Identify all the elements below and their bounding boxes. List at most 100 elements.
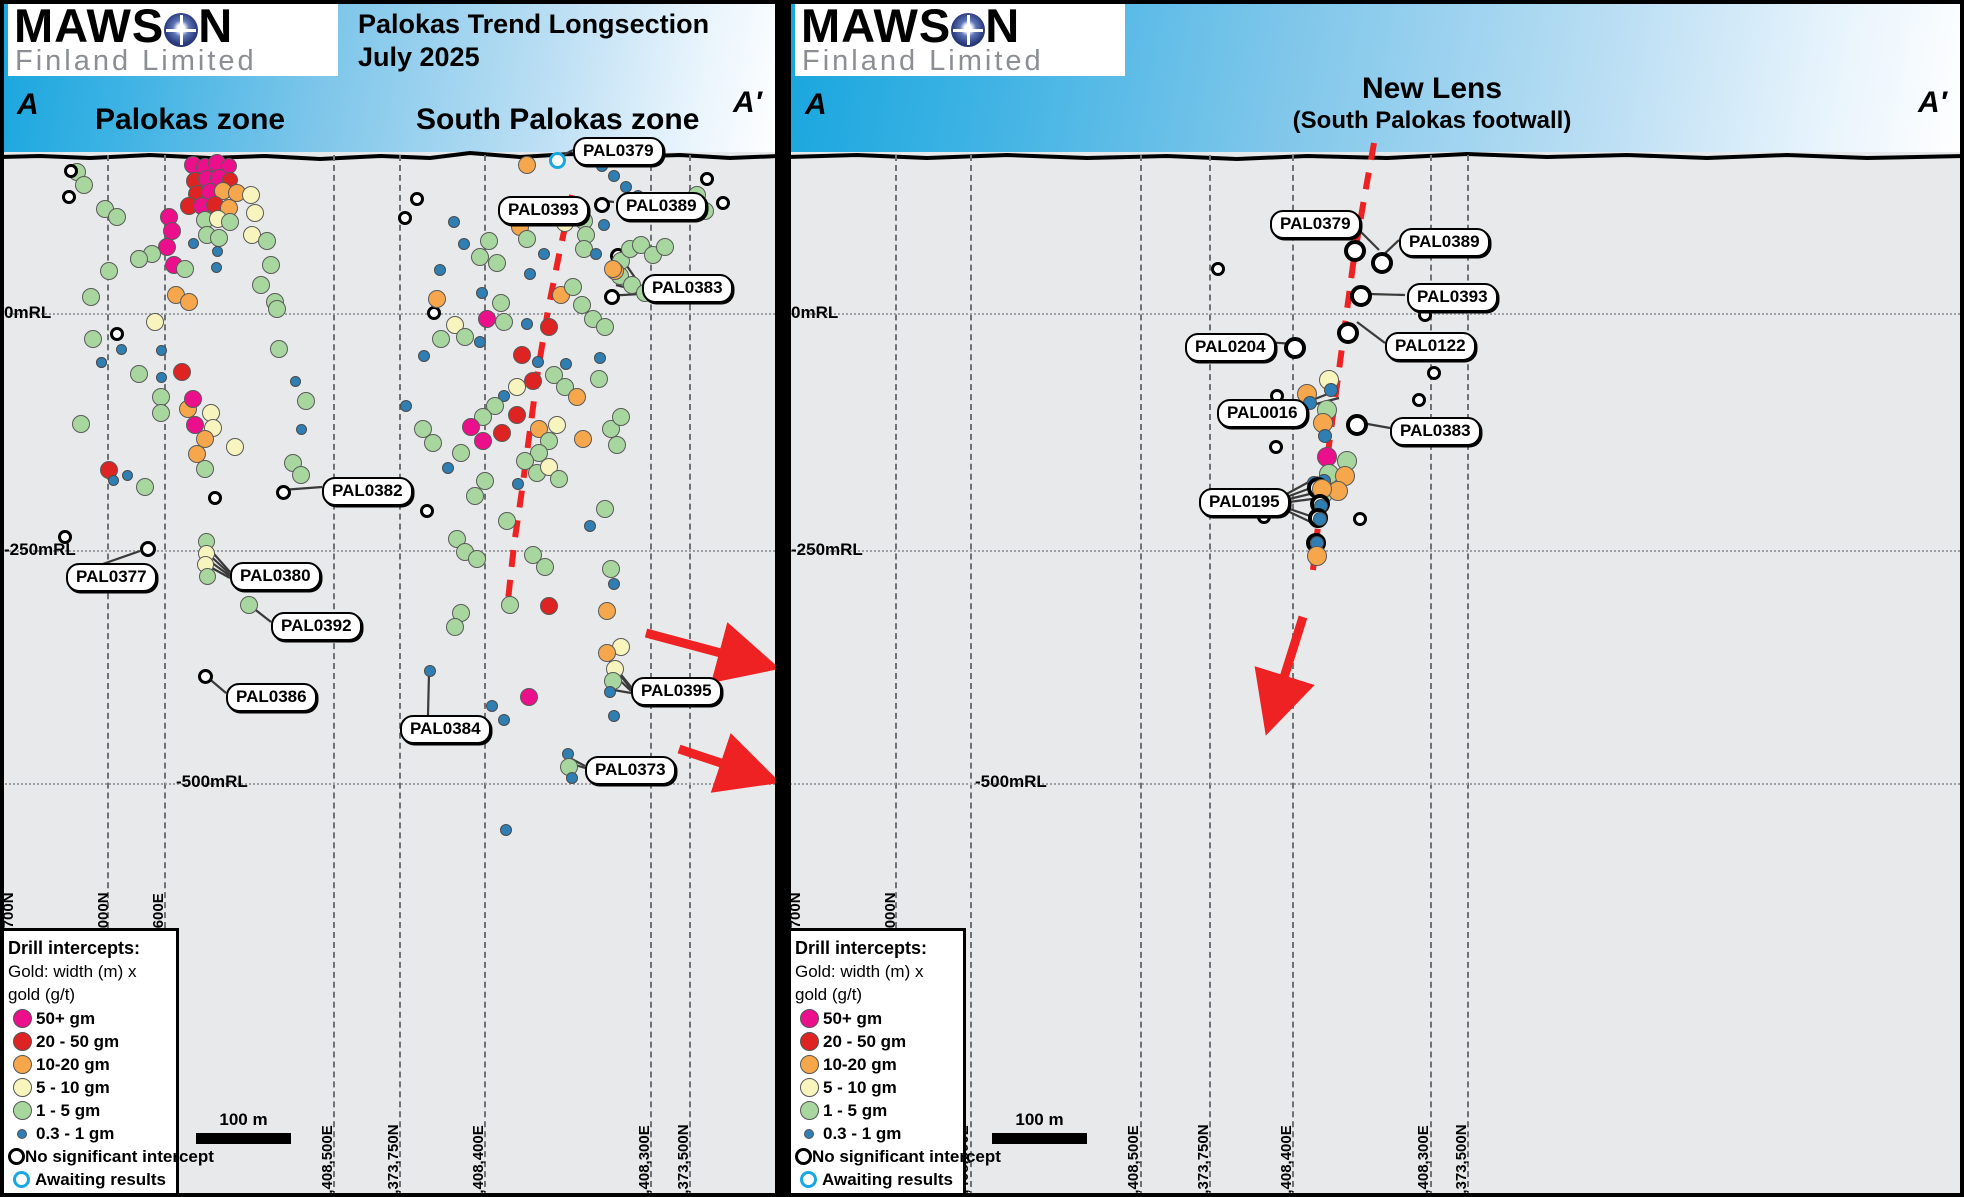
collar-label[interactable]: PAL0386 <box>226 683 317 712</box>
collar-label[interactable]: PAL0384 <box>400 715 491 744</box>
zone-label-palokas: Palokas zone <box>95 103 286 136</box>
legend-row: 10-20 gm <box>8 1054 166 1075</box>
collar-label[interactable]: PAL0389 <box>1399 228 1490 257</box>
collar-label[interactable]: PAL0379 <box>573 137 664 166</box>
gridline-v <box>484 155 486 1197</box>
collar-label[interactable]: PAL0373 <box>585 756 676 785</box>
section-end-label-right: A′ <box>1918 86 1947 119</box>
rl-label-250: -250mRL <box>4 540 76 559</box>
legend-swatch-blue <box>8 1128 36 1139</box>
right-panel-title-line1: New Lens <box>1361 72 1503 105</box>
legend-swatch-awaiting <box>795 1171 822 1188</box>
legend-row: No significant intercept <box>8 1146 214 1167</box>
page-title: Palokas Trend Longsection July 2025 <box>358 9 710 72</box>
gridline-v <box>399 155 401 1197</box>
gridline-h <box>0 313 779 315</box>
section-start-label-right: A <box>805 88 827 121</box>
legend-swatch-awaiting <box>8 1171 35 1188</box>
scale-bar-rule <box>196 1133 291 1144</box>
rl-label-500: -500mRL <box>176 772 248 791</box>
gridline-h <box>0 783 779 785</box>
collar-label[interactable]: PAL0395 <box>631 677 722 706</box>
legend-title: Drill intercepts: <box>795 938 928 958</box>
collar-label[interactable]: PAL0016 <box>1217 399 1308 428</box>
collar-label[interactable]: PAL0392 <box>271 612 362 641</box>
legend-subtitle: Gold: width (m) x gold (g/t) <box>795 962 924 1004</box>
legend-subtitle: Gold: width (m) x gold (g/t) <box>8 962 137 1004</box>
legend-swatch-cream <box>8 1078 36 1097</box>
panel-divider <box>779 0 787 1197</box>
legend-swatch-red <box>8 1032 36 1051</box>
legend-row: 1 - 5 gm <box>8 1100 166 1121</box>
right-panel-title: New Lens (South Palokas footwall) <box>1187 72 1677 136</box>
logo-wordmark: MAWS N <box>14 0 234 52</box>
right-topography-line <box>787 150 1964 162</box>
legend-row: 50+ gm <box>8 1008 166 1029</box>
collar-label[interactable]: PAL0379 <box>1270 210 1361 239</box>
legend-row: 10-20 gm <box>795 1054 953 1075</box>
gridline-v <box>1209 155 1211 1197</box>
scale-bar-label: 100 m <box>219 1110 268 1129</box>
gridline-v <box>689 155 691 1197</box>
section-start-label-left: A <box>17 88 39 121</box>
scale-bar-rule <box>992 1133 1087 1144</box>
collar-label[interactable]: PAL0383 <box>1390 417 1481 446</box>
legend-title: Drill intercepts: <box>8 938 141 958</box>
legend-swatch-green <box>8 1101 36 1120</box>
section-end-label-left: A′ <box>733 86 762 119</box>
collar-label[interactable]: PAL0204 <box>1185 333 1276 362</box>
growth-arrow-right <box>787 0 1964 1197</box>
growth-arrow-upper <box>0 0 779 1197</box>
zone-label-south-palokas: South Palokas zone <box>416 103 700 136</box>
gridline-h <box>787 550 1964 552</box>
legend-swatch-blue <box>795 1128 823 1139</box>
collar-label[interactable]: PAL0122 <box>1385 332 1476 361</box>
right-panel-title-line2: (South Palokas footwall) <box>1292 107 1572 134</box>
collar-label[interactable]: PAL0380 <box>230 562 321 591</box>
legend-swatch-pink <box>795 1009 823 1028</box>
rl-label-0: 0mRL <box>791 303 839 322</box>
gridline-v <box>107 155 109 1197</box>
legend-row: 20 - 50 gm <box>8 1031 166 1052</box>
collar-label[interactable]: PAL0393 <box>498 196 589 225</box>
collar-label[interactable]: PAL0377 <box>66 563 157 592</box>
gridline-v <box>333 155 335 1197</box>
legend-row: 0.3 - 1 gm <box>8 1123 166 1144</box>
legend-row: 0.3 - 1 gm <box>795 1123 953 1144</box>
collar-label[interactable]: PAL0195 <box>1199 488 1290 517</box>
legend-right: Drill intercepts: Gold: width (m) x gold… <box>787 928 1001 1197</box>
collar-label[interactable]: PAL0389 <box>616 192 707 221</box>
gridline-v <box>1467 155 1469 1197</box>
logo-subtitle: Finland Limited <box>802 45 1044 77</box>
company-logo: MAWS N Finland Limited <box>795 0 1125 77</box>
gridline-h <box>787 783 1964 785</box>
gridline-h <box>0 550 779 552</box>
collar-label[interactable]: PAL0393 <box>1407 283 1498 312</box>
legend-row: Awaiting results <box>795 1169 953 1190</box>
legend-row: 1 - 5 gm <box>795 1100 953 1121</box>
legend-row: 20 - 50 gm <box>795 1031 953 1052</box>
legend-row: Awaiting results <box>8 1169 166 1190</box>
legend-swatch-pink <box>8 1009 36 1028</box>
right-section-panel: MAWS N Finland Limited A A′ New Lens (Sou… <box>787 0 1964 1197</box>
legend-swatch-open <box>8 1148 25 1165</box>
gridline-v <box>164 155 166 1197</box>
legend-row: 5 - 10 gm <box>795 1077 953 1098</box>
collar-label[interactable]: PAL0382 <box>322 477 413 506</box>
scale-bar-right: 100 m <box>992 1110 1087 1144</box>
gridline-v <box>1430 155 1432 1197</box>
legend-swatch-green <box>795 1101 823 1120</box>
logo-wordmark: MAWS N <box>801 0 1021 52</box>
scale-bar-label: 100 m <box>1015 1110 1064 1129</box>
legend-swatch-orange <box>8 1055 36 1074</box>
gridline-v <box>1140 155 1142 1197</box>
scale-bar-left: 100 m <box>196 1110 291 1144</box>
collar-label[interactable]: PAL0383 <box>642 274 733 303</box>
mineralised-trend-line-left <box>0 0 779 1197</box>
globe-crosshair-icon <box>951 13 986 47</box>
legend-row: No significant intercept <box>795 1146 1001 1167</box>
gridline-v <box>970 155 972 1197</box>
legend-row: 50+ gm <box>795 1008 953 1029</box>
legend-swatch-cream <box>795 1078 823 1097</box>
